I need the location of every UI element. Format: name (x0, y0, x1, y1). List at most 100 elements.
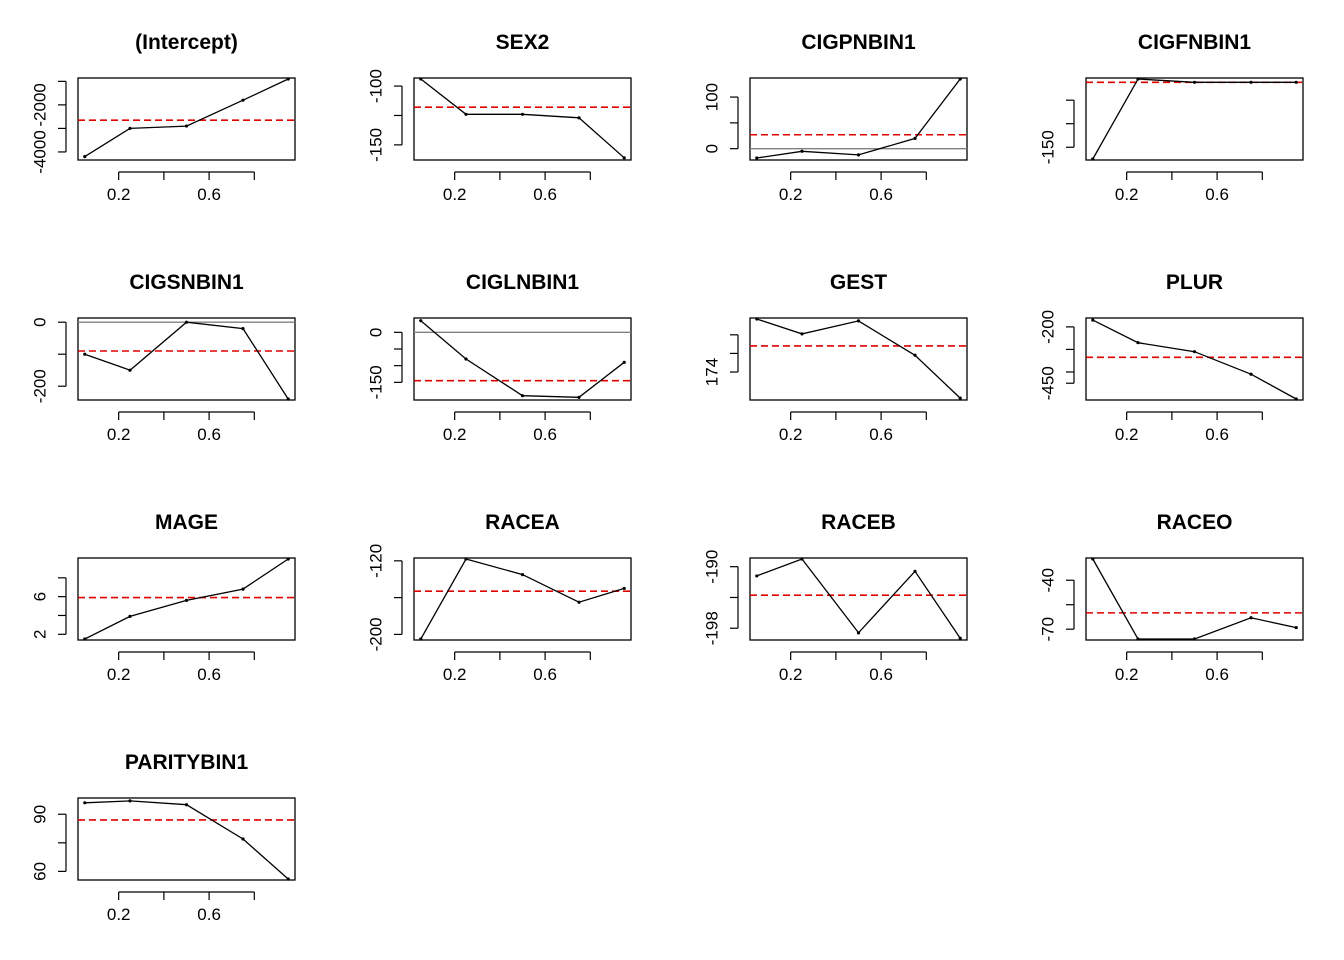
panel-title: SEX2 (496, 31, 550, 54)
panel-title: CIGFNBIN1 (1138, 31, 1251, 54)
plot-frame (413, 77, 632, 161)
panel-5: CIGLNBIN1 0.2 0.6 0 -150 (367, 271, 632, 444)
x-tick-label: 0.2 (107, 425, 131, 444)
data-point (1091, 157, 1095, 161)
series-line (756, 558, 961, 639)
data-point (184, 320, 189, 324)
y-tick-label: -150 (1039, 130, 1058, 164)
series-line (84, 800, 289, 880)
data-point (755, 574, 759, 578)
data-point (83, 801, 87, 805)
series-line (420, 558, 625, 640)
x-tick-label: 0.6 (533, 425, 557, 444)
panel-7: PLUR 0.2 0.6 -200 -450 (1039, 271, 1304, 444)
data-point (128, 126, 132, 131)
data-point (755, 317, 759, 321)
y-tick-label: -450 (1039, 366, 1058, 400)
x-tick-label: 0.2 (107, 185, 131, 204)
y-tick-label: -200 (1039, 310, 1058, 344)
data-point (83, 637, 87, 641)
panel-title: PARITYBIN1 (125, 751, 249, 774)
data-point (800, 557, 804, 561)
y-tick-label: -120 (367, 544, 386, 578)
data-point (520, 112, 525, 116)
series-line (420, 78, 625, 159)
data-point (577, 600, 581, 604)
series-line (1092, 319, 1297, 400)
panel-title: RACEO (1157, 511, 1233, 534)
data-point (755, 156, 759, 160)
data-point (958, 396, 962, 400)
y-tick-label: -70 (1039, 617, 1058, 642)
data-point (1294, 625, 1298, 630)
data-point (856, 631, 861, 635)
data-point (1192, 80, 1197, 84)
x-tick-label: 0.6 (197, 185, 221, 204)
y-tick-label: 174 (703, 358, 722, 386)
plot-frame (77, 557, 296, 641)
x-tick-label: 0.6 (533, 185, 557, 204)
data-point (286, 77, 290, 81)
x-tick-label: 0.2 (443, 185, 467, 204)
plot-frame (1085, 317, 1304, 401)
data-point (241, 837, 245, 841)
data-point (419, 637, 423, 641)
data-point (184, 124, 189, 128)
panel-title: PLUR (1166, 271, 1223, 294)
data-point (83, 155, 87, 159)
panel-title: CIGSNBIN1 (129, 271, 244, 294)
data-point (800, 149, 804, 153)
data-point (856, 319, 861, 323)
series-line (756, 318, 961, 399)
y-tick-label: 6 (31, 592, 50, 601)
x-tick-label: 0.6 (197, 665, 221, 684)
data-point (1192, 637, 1197, 641)
data-point (286, 877, 290, 881)
x-tick-label: 0.6 (533, 665, 557, 684)
data-point (128, 614, 132, 619)
y-tick-label: 0 (31, 317, 50, 326)
series-line (1092, 558, 1297, 640)
panel-9: RACEA 0.2 0.6 -120 -200 (367, 511, 632, 684)
y-tick-label: -198 (703, 611, 722, 645)
data-point (464, 357, 468, 361)
y-tick-label: -4000 (31, 130, 50, 173)
panel-4: CIGSNBIN1 0.2 0.6 0 -200 (31, 271, 296, 444)
series-line (84, 321, 289, 400)
panel-title: RACEB (821, 511, 896, 534)
x-tick-label: 0.6 (869, 665, 893, 684)
data-point (1249, 616, 1253, 620)
data-point (184, 803, 189, 807)
data-point (419, 77, 423, 81)
panel-3: CIGFNBIN1 0.2 0.6 -150 (1039, 31, 1304, 204)
panel-title: CIGLNBIN1 (466, 271, 579, 294)
plot-frame (77, 317, 296, 401)
x-tick-label: 0.2 (443, 425, 467, 444)
data-point (1294, 80, 1298, 84)
panel-8: MAGE 0.2 0.6 2 6 (31, 511, 296, 684)
data-point (1091, 318, 1095, 322)
plot-frame (749, 557, 968, 641)
x-tick-label: 0.2 (779, 425, 803, 444)
y-tick-label: 2 (31, 630, 50, 639)
data-point (577, 395, 581, 399)
y-tick-label: -150 (367, 128, 386, 162)
x-tick-label: 0.6 (869, 185, 893, 204)
data-point (958, 636, 962, 640)
data-point (1249, 372, 1253, 376)
data-point (1091, 557, 1095, 561)
data-point (913, 569, 917, 573)
data-point (1136, 77, 1140, 81)
panel-0: (Intercept) 0.2 0.6 -4000 -2000 (31, 31, 296, 204)
x-tick-label: 0.2 (779, 185, 803, 204)
panel-6: GEST 0.2 0.6 174 (703, 271, 968, 444)
data-point (83, 352, 87, 356)
x-tick-label: 0.2 (107, 905, 131, 924)
y-tick-label: -200 (31, 369, 50, 403)
data-point (128, 799, 132, 803)
panel-10: RACEB 0.2 0.6 -190 -198 (703, 511, 968, 684)
panel-1: SEX2 0.2 0.6 -100 -150 (367, 31, 632, 204)
plot-frame (1085, 557, 1304, 641)
x-tick-label: 0.6 (1205, 665, 1229, 684)
